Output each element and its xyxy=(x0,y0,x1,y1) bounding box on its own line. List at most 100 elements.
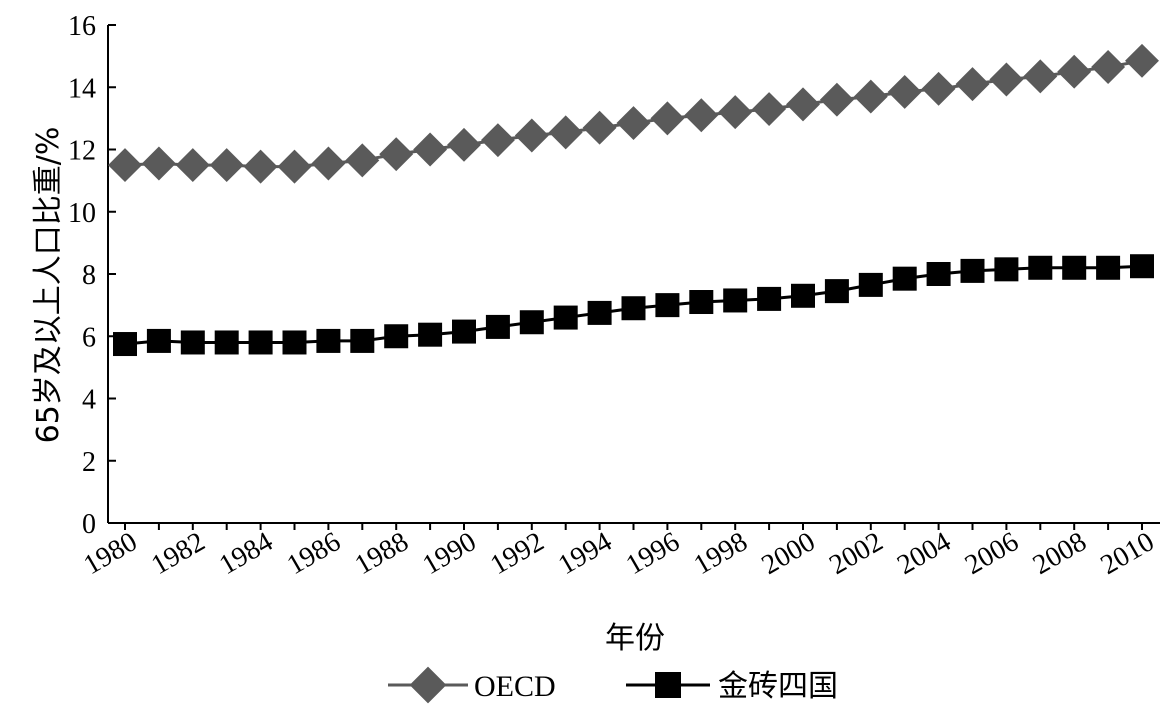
data-point-diamond xyxy=(277,149,312,184)
x-axis-title: 年份 xyxy=(605,621,665,656)
data-point-square xyxy=(824,279,849,304)
data-point-square xyxy=(621,296,646,321)
data-point-square xyxy=(214,330,239,355)
data-point-diamond xyxy=(1023,59,1058,94)
y-tick-label: 6 xyxy=(82,322,96,353)
data-point-diamond xyxy=(413,132,448,167)
data-point-diamond xyxy=(548,115,583,150)
y-tick-label: 14 xyxy=(68,73,96,104)
data-point-square xyxy=(858,272,883,297)
data-point-square xyxy=(180,330,205,355)
data-point-square xyxy=(791,283,815,308)
data-point-square xyxy=(655,293,680,318)
data-point-diamond xyxy=(921,71,956,106)
data-point-diamond xyxy=(480,123,515,158)
data-point-diamond xyxy=(616,106,651,141)
data-point-square xyxy=(960,258,985,283)
data-point-diamond xyxy=(650,101,685,136)
data-point-square xyxy=(350,328,375,353)
data-point-diamond xyxy=(345,143,380,178)
y-axis-ticks: 0 2 4 6 8 10 12 14 16 xyxy=(68,11,116,540)
data-point-diamond xyxy=(1125,43,1159,78)
y-tick-label: 16 xyxy=(68,11,96,42)
x-tick-label: 1996 xyxy=(621,526,685,581)
data-point-diamond xyxy=(209,148,244,183)
legend-item-bric: 金砖四国 xyxy=(626,669,838,704)
series-layer xyxy=(108,43,1159,357)
data-point-diamond xyxy=(887,74,922,109)
legend-marker-diamond xyxy=(409,666,447,704)
data-point-square xyxy=(248,330,273,355)
data-point-square xyxy=(1062,255,1087,280)
data-point-diamond xyxy=(514,118,549,153)
x-tick-label: 2002 xyxy=(824,526,888,581)
x-tick-label: 2000 xyxy=(757,526,821,581)
data-point-diamond xyxy=(684,98,719,133)
y-tick-label: 10 xyxy=(68,198,96,229)
data-point-square xyxy=(994,257,1019,282)
x-tick-label: 1984 xyxy=(214,526,278,581)
y-tick-label: 4 xyxy=(82,385,96,416)
x-tick-label: 1992 xyxy=(485,526,549,581)
x-tick-label: 1988 xyxy=(350,526,414,581)
series-oecd xyxy=(108,43,1159,184)
data-point-square xyxy=(452,319,476,344)
data-point-diamond xyxy=(141,146,176,181)
data-point-diamond xyxy=(752,92,787,127)
data-point-square xyxy=(689,290,714,315)
legend-marker-square xyxy=(655,672,681,698)
legend: OECD 金砖四国 xyxy=(388,666,838,704)
data-point-diamond xyxy=(1057,54,1092,89)
x-tick-label: 1982 xyxy=(146,526,210,581)
y-tick-label: 0 xyxy=(82,509,96,540)
y-tick-label: 8 xyxy=(82,260,96,291)
data-point-diamond xyxy=(108,148,142,183)
data-point-diamond xyxy=(819,82,854,117)
x-tick-label: 1994 xyxy=(553,526,617,581)
data-point-square xyxy=(418,322,443,347)
legend-item-oecd: OECD xyxy=(388,666,556,704)
data-point-diamond xyxy=(989,62,1024,97)
data-point-diamond xyxy=(955,67,990,102)
x-tick-label: 2004 xyxy=(892,526,956,581)
series-bric xyxy=(113,254,1154,357)
data-point-square xyxy=(1130,254,1154,279)
data-point-diamond xyxy=(311,146,346,181)
data-point-diamond xyxy=(853,79,888,114)
legend-label-bric: 金砖四国 xyxy=(718,669,838,704)
data-point-square xyxy=(587,300,612,325)
x-tick-label: 2010 xyxy=(1096,526,1160,581)
x-tick-label: 1998 xyxy=(689,526,753,581)
legend-label-oecd: OECD xyxy=(474,670,556,703)
data-point-diamond xyxy=(243,149,278,184)
x-tick-label: 2006 xyxy=(960,526,1024,581)
x-tick-label: 2008 xyxy=(1028,526,1092,581)
data-point-diamond xyxy=(718,95,753,130)
data-point-square xyxy=(553,305,578,330)
data-point-square xyxy=(519,310,544,335)
data-point-diamond xyxy=(582,110,617,145)
data-point-square xyxy=(282,330,307,355)
data-point-square xyxy=(384,324,409,349)
x-tick-label: 1986 xyxy=(282,526,346,581)
data-point-square xyxy=(146,328,171,353)
y-tick-label: 12 xyxy=(68,136,96,167)
data-point-diamond xyxy=(175,148,210,183)
data-point-square xyxy=(926,262,951,286)
x-tick-label: 1990 xyxy=(418,526,482,581)
data-point-square xyxy=(113,332,137,357)
data-point-square xyxy=(757,286,782,311)
data-point-square xyxy=(316,328,341,353)
data-point-diamond xyxy=(786,87,820,122)
data-point-square xyxy=(1028,255,1053,280)
x-axis-ticks: 1980 1982 1984 1986 1988 1990 1992 1994 1996 1998… xyxy=(79,523,1160,581)
data-point-square xyxy=(1096,255,1121,280)
data-point-square xyxy=(723,288,748,313)
data-point-diamond xyxy=(1091,50,1126,84)
data-point-square xyxy=(485,314,510,339)
y-tick-label: 2 xyxy=(82,447,96,478)
y-axis-title: 65岁及以上人口比重/% xyxy=(31,127,66,444)
data-point-square xyxy=(892,266,917,291)
data-point-diamond xyxy=(379,137,414,172)
